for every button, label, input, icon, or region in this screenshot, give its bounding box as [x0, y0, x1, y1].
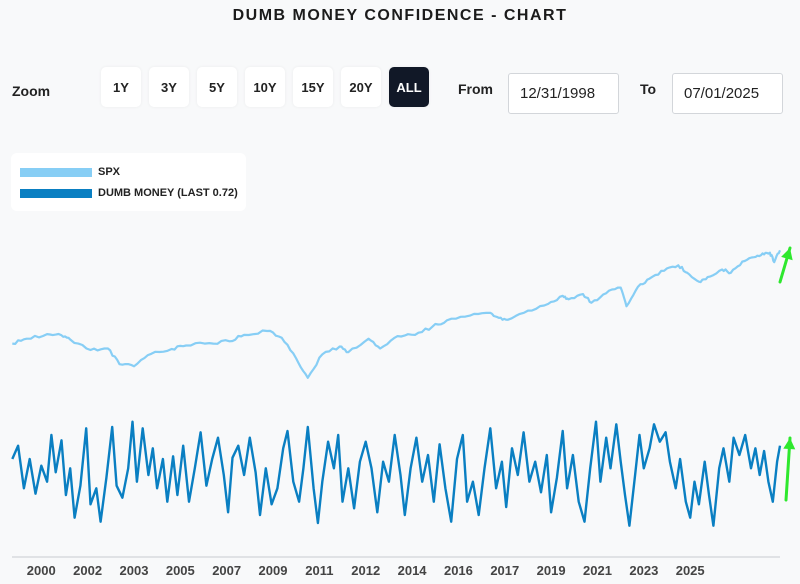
to-date-input[interactable]	[672, 73, 783, 114]
x-tick-label: 2014	[398, 563, 428, 578]
zoom-15y-button[interactable]: 15Y	[293, 67, 333, 107]
to-label: To	[640, 81, 657, 97]
x-tick-label: 2003	[120, 563, 149, 578]
zoom-10y-button[interactable]: 10Y	[245, 67, 285, 107]
chart-title: DUMB MONEY CONFIDENCE - CHART	[232, 7, 568, 24]
dumb-money-line	[11, 420, 782, 527]
x-tick-label: 2017	[490, 563, 519, 578]
legend-item-dumb-money[interactable]: DUMB MONEY (LAST 0.72)	[20, 186, 238, 200]
from-label: From	[458, 81, 493, 97]
zoom-1y-button[interactable]: 1Y	[101, 67, 141, 107]
dumb-money-up-arrow-head	[783, 438, 796, 450]
trend-arrows-group	[778, 246, 796, 502]
x-tick-label: 2012	[351, 563, 380, 578]
zoom-all-button[interactable]: ALL	[389, 67, 429, 107]
dumb-money-series-group	[11, 420, 782, 527]
legend-label-dumb-money: DUMB MONEY (LAST 0.72)	[98, 187, 238, 199]
x-tick-label: 2000	[27, 563, 56, 578]
chart-legend: SPX DUMB MONEY (LAST 0.72)	[11, 153, 246, 211]
x-tick-label: 2016	[444, 563, 473, 578]
x-tick-label: 2002	[73, 563, 102, 578]
legend-swatch-spx	[20, 167, 92, 177]
x-tick-label: 2021	[583, 563, 612, 578]
x-tick-label: 2025	[676, 563, 705, 578]
zoom-20y-button[interactable]: 20Y	[341, 67, 381, 107]
x-tick-label: 2019	[537, 563, 566, 578]
legend-swatch-dumb-money	[20, 188, 92, 198]
spx-line	[12, 249, 782, 379]
spx-up-arrow-head	[781, 248, 793, 261]
x-tick-label: 2011	[305, 563, 333, 578]
zoom-3y-button[interactable]: 3Y	[149, 67, 189, 107]
legend-label-spx: SPX	[98, 166, 121, 178]
x-tick-label: 2007	[212, 563, 241, 578]
zoom-5y-button[interactable]: 5Y	[197, 67, 237, 107]
zoom-label: Zoom	[12, 83, 51, 99]
x-tick-label: 2023	[629, 563, 658, 578]
spx-series-group	[12, 249, 782, 379]
legend-item-spx[interactable]: SPX	[20, 165, 120, 179]
x-tick-label: 2005	[166, 563, 195, 578]
x-tick-label: 2009	[259, 563, 288, 578]
from-date-input[interactable]	[508, 73, 619, 114]
x-axis-ticks: 2000 2002 2003 2005 2007 2009 2011 2012 2014 2016…	[27, 563, 705, 578]
